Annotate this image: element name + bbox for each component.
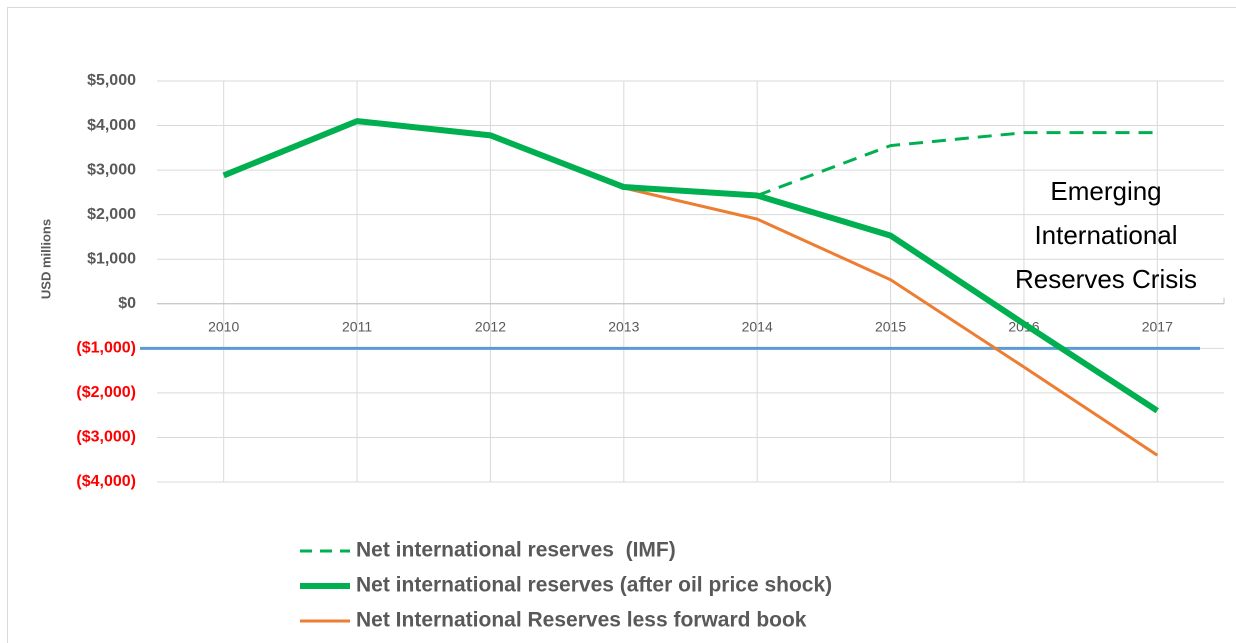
x-tick-label: 2013 [608, 318, 639, 334]
y-tick-label: ($3,000) [76, 429, 136, 446]
y-axis-label: USD millions [38, 219, 53, 299]
x-tick-label: 2011 [342, 318, 372, 334]
y-tick-label: $2,000 [87, 206, 136, 223]
annotation: International [1034, 220, 1177, 250]
y-tick-label: ($2,000) [76, 384, 136, 401]
legend-label: Net international reserves (IMF) [356, 539, 676, 562]
y-tick-label: $1,000 [87, 250, 136, 267]
y-tick-label: $5,000 [87, 72, 136, 89]
y-tick-label: $0 [118, 295, 136, 312]
y-tick-label: $4,000 [87, 117, 136, 134]
annotation: Reserves Crisis [1015, 264, 1197, 294]
legend-label: Net international reserves (after oil pr… [356, 574, 832, 597]
y-tick-label: ($4,000) [76, 473, 136, 490]
annotation: Emerging [1050, 176, 1161, 206]
legend-label: Net International Reserves less forward … [356, 609, 807, 632]
series-line [222, 118, 1159, 414]
x-tick-label: 2010 [208, 318, 239, 334]
y-tick-label: $3,000 [87, 161, 136, 178]
x-tick-label: 2017 [1142, 318, 1173, 334]
y-tick-label: ($1,000) [76, 340, 136, 357]
x-tick-label: 2012 [475, 318, 506, 334]
series-line [756, 131, 1158, 197]
x-tick-label: 2015 [875, 318, 906, 334]
x-tick-label: 2014 [742, 318, 773, 334]
